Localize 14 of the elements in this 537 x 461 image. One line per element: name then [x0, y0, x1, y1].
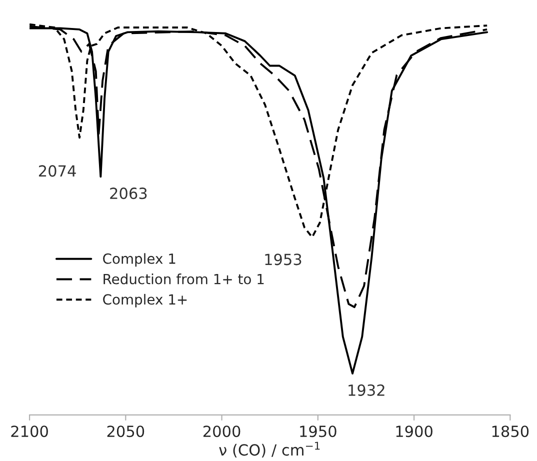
annotation: 2074 [38, 165, 76, 177]
x-axis-title: ν (CO) / cm$^{−1}$ [219, 442, 320, 458]
x-tick-label: 2100 [11, 426, 48, 438]
legend-label: Complex 1+ [103, 294, 187, 308]
annotation: 1932 [348, 384, 384, 396]
annotation: 2063 [110, 188, 147, 200]
annotation: 1953 [265, 254, 302, 266]
legend-label: Complex 1 [103, 253, 176, 267]
x-tick-label: 2050 [107, 426, 144, 438]
legend-label: Reduction from 1+ to 1 [104, 274, 264, 284]
x-tick-label: 1850 [492, 426, 529, 438]
x-tick-label: 1950 [300, 426, 336, 438]
x-tick-label: 1900 [396, 426, 432, 438]
x-tick-label: 2000 [203, 426, 240, 438]
